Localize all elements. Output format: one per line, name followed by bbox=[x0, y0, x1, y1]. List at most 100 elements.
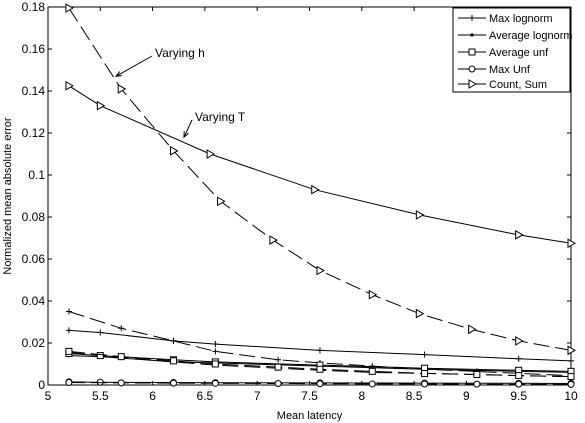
point-square bbox=[316, 365, 324, 373]
point-plus bbox=[212, 341, 219, 348]
x-tick-label: 5.5 bbox=[92, 389, 109, 403]
x-tick-label: 6.5 bbox=[197, 389, 214, 403]
point-triangle bbox=[96, 100, 106, 111]
point-triangle bbox=[515, 336, 524, 346]
series-line bbox=[68, 329, 572, 362]
y-tick-label: 0.12 bbox=[22, 126, 46, 140]
point-square bbox=[473, 371, 481, 378]
y-tick-label: 0.02 bbox=[22, 336, 46, 350]
point-plus bbox=[515, 355, 522, 362]
point-plus bbox=[170, 337, 177, 344]
legend-label: Count, Sum bbox=[489, 79, 547, 91]
point-triangle bbox=[65, 80, 74, 91]
x-tick-label: 8 bbox=[358, 389, 365, 403]
point-plus bbox=[316, 347, 323, 354]
y-tick-label: 0.16 bbox=[22, 42, 46, 56]
point-triangle bbox=[170, 145, 179, 156]
legend-label: Max lognorm bbox=[489, 13, 553, 25]
series-line bbox=[68, 355, 572, 373]
point-triangle bbox=[468, 324, 477, 335]
point-triangle bbox=[206, 149, 216, 159]
point-triangle bbox=[65, 3, 74, 13]
point-square bbox=[96, 352, 104, 360]
series-group bbox=[65, 3, 577, 388]
point-square bbox=[170, 357, 178, 365]
point-square bbox=[65, 347, 73, 355]
series-line bbox=[68, 353, 572, 372]
point-triangle bbox=[311, 184, 320, 195]
point-plus bbox=[118, 325, 125, 332]
annotation-arrow bbox=[115, 55, 153, 77]
point-square bbox=[515, 372, 523, 380]
annotation-arrow bbox=[183, 119, 193, 138]
annotation-varying-t: Varying T bbox=[195, 110, 246, 124]
point-plus bbox=[97, 329, 104, 336]
y-tick-label: 0 bbox=[38, 378, 45, 392]
point-circle bbox=[65, 378, 73, 386]
annotations: Varying h Varying T bbox=[114, 46, 246, 139]
point-square bbox=[567, 373, 575, 381]
x-tick-label: 6 bbox=[149, 389, 156, 403]
point-dot bbox=[470, 33, 474, 37]
point-plus bbox=[275, 356, 282, 363]
point-triangle bbox=[415, 308, 425, 319]
series bbox=[65, 378, 575, 388]
series-line bbox=[68, 381, 572, 384]
x-tick-label: 10 bbox=[564, 389, 578, 403]
point-triangle bbox=[368, 289, 378, 300]
point-circle bbox=[421, 380, 429, 388]
point-circle bbox=[473, 380, 481, 388]
annotation-arrowhead bbox=[183, 131, 189, 139]
point-circle bbox=[468, 65, 476, 73]
x-tick-label: 7 bbox=[254, 389, 261, 403]
point-circle bbox=[170, 379, 178, 387]
point-circle bbox=[567, 380, 575, 388]
point-square bbox=[468, 48, 476, 56]
point-triangle bbox=[515, 229, 524, 240]
point-square bbox=[421, 369, 429, 377]
series bbox=[65, 3, 577, 356]
point-triangle bbox=[117, 84, 127, 94]
point-plus bbox=[568, 357, 574, 364]
point-triangle bbox=[217, 196, 226, 207]
point-plus bbox=[212, 348, 219, 355]
point-circle bbox=[316, 380, 324, 388]
annotation-arrowhead bbox=[114, 71, 123, 77]
point-circle bbox=[274, 380, 282, 388]
series bbox=[65, 347, 575, 381]
point-plus bbox=[421, 351, 428, 358]
y-tick-label: 0.04 bbox=[22, 294, 46, 308]
point-circle bbox=[515, 380, 523, 388]
point-circle bbox=[117, 379, 125, 387]
series bbox=[65, 80, 577, 249]
point-triangle bbox=[468, 79, 478, 89]
point-triangle bbox=[269, 235, 278, 245]
x-tick-label: 5 bbox=[45, 389, 52, 403]
point-triangle bbox=[567, 345, 577, 356]
y-tick-label: 0.06 bbox=[22, 252, 46, 266]
legend-label: Average lognorm bbox=[489, 30, 573, 42]
point-triangle bbox=[415, 210, 425, 220]
legend: Max lognorm Average lognorm Average unf … bbox=[452, 7, 573, 93]
point-circle bbox=[211, 379, 219, 387]
x-tick-label: 8.5 bbox=[406, 389, 423, 403]
point-square bbox=[274, 363, 282, 371]
y-tick-label: 0.18 bbox=[22, 0, 46, 14]
point-square bbox=[211, 360, 219, 368]
y-axis-label: Normalized mean absolute error bbox=[2, 117, 14, 274]
series bbox=[65, 327, 574, 364]
y-tick-label: 0.1 bbox=[28, 168, 45, 182]
x-axis-label: Mean latency bbox=[277, 410, 343, 422]
annotation-varying-h: Varying h bbox=[155, 46, 205, 60]
point-plus bbox=[65, 327, 72, 334]
y-tick-label: 0.08 bbox=[22, 210, 46, 224]
x-tick-label: 9.5 bbox=[510, 389, 527, 403]
x-tick-label: 9 bbox=[463, 389, 470, 403]
y-tick-label: 0.14 bbox=[22, 84, 46, 98]
point-circle bbox=[368, 380, 376, 388]
legend-label: Average unf bbox=[489, 47, 549, 59]
point-plus bbox=[469, 15, 475, 21]
point-plus bbox=[65, 308, 72, 315]
legend-label: Max Unf bbox=[489, 64, 531, 76]
